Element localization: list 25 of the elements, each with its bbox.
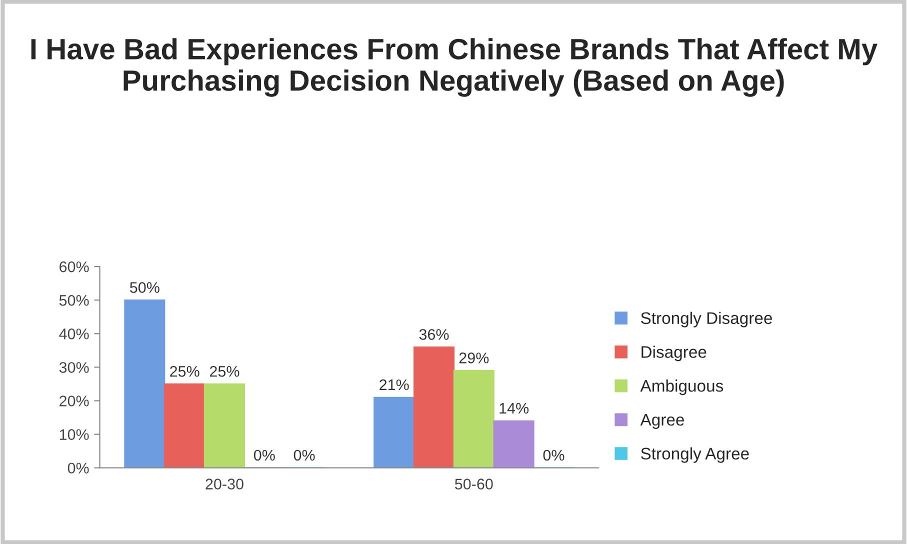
legend-label: Agree bbox=[640, 414, 684, 429]
y-tick-label: 30% bbox=[59, 362, 89, 373]
data-label: 14% bbox=[500, 402, 529, 414]
legend-label: Strongly Disagree bbox=[641, 312, 772, 328]
x-tick-label: 20-30 bbox=[206, 478, 244, 490]
data-label: 0% bbox=[543, 450, 564, 461]
y-tick-label: 0% bbox=[68, 462, 89, 474]
legend-label: Disagree bbox=[642, 346, 706, 362]
data-label: 0% bbox=[254, 450, 275, 461]
legend-label: Strongly Agree bbox=[641, 447, 749, 463]
data-label: 21% bbox=[380, 379, 409, 390]
y-tick-label: 50% bbox=[59, 294, 89, 306]
data-label: 0% bbox=[294, 450, 315, 461]
y-tick-label: 10% bbox=[60, 429, 89, 440]
y-tick-label: 60% bbox=[60, 261, 89, 272]
data-label: 29% bbox=[459, 352, 489, 364]
data-label: 50% bbox=[130, 282, 160, 293]
y-tick-label: 20% bbox=[60, 396, 89, 406]
data-label: 25% bbox=[210, 366, 240, 377]
y-tick-label: 40% bbox=[59, 328, 89, 340]
data-label: 36% bbox=[419, 329, 449, 340]
data-label: 25% bbox=[170, 366, 200, 377]
legend-label: Ambiguous bbox=[640, 380, 724, 396]
x-tick-label: 50-60 bbox=[454, 478, 493, 490]
chart-title: I Have Bad Experiences From Chinese Brands That Affect My Purchasing Decision Negatively (Based on Age) bbox=[31, 38, 878, 97]
